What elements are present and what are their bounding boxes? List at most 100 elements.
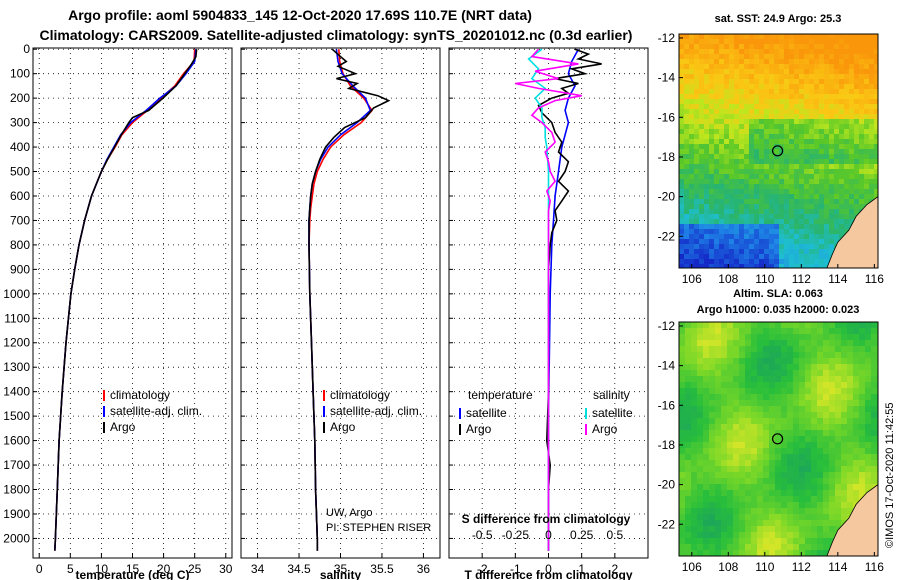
sla-ytick-label-1: -14 <box>658 359 676 373</box>
sla-cell <box>853 496 859 502</box>
sla-cell <box>799 454 805 460</box>
sst-cell <box>804 224 809 229</box>
sla-cell <box>799 424 805 430</box>
sla-cell <box>775 334 781 340</box>
sst-cell <box>754 159 759 164</box>
sst-cell <box>794 209 799 214</box>
sst-cell <box>714 34 719 39</box>
sst-cell <box>734 144 739 149</box>
sla-cell <box>721 520 727 526</box>
sst-cell <box>849 194 854 199</box>
sla-cell <box>691 352 697 358</box>
sla-cell <box>769 376 775 382</box>
sla-cell <box>715 526 721 532</box>
sla-cell <box>859 370 865 376</box>
sla-cell <box>679 466 685 472</box>
sst-cell <box>804 64 809 69</box>
sst-cell <box>819 214 824 219</box>
sst-cell <box>694 214 699 219</box>
sla-cell <box>859 412 865 418</box>
sst-cell <box>814 149 819 154</box>
sst-cell <box>749 139 754 144</box>
sst-cell <box>754 194 759 199</box>
sst-cell <box>699 94 704 99</box>
sla-cell <box>871 460 877 466</box>
sst-cell <box>824 104 829 109</box>
sst-cell <box>734 249 739 254</box>
sst-cell <box>809 219 814 224</box>
sst-cell <box>759 124 764 129</box>
sst-cell <box>794 259 799 264</box>
sla-cell <box>775 322 781 328</box>
sla-cell <box>697 478 703 484</box>
sst-cell <box>794 44 799 49</box>
sla-cell <box>727 394 733 400</box>
sla-cell <box>745 502 751 508</box>
sla-cell <box>733 364 739 370</box>
sla-cell <box>811 526 817 532</box>
sst-cell <box>824 189 829 194</box>
sst-cell <box>719 209 724 214</box>
sst-cell <box>864 139 869 144</box>
sla-cell <box>841 400 847 406</box>
sst-cell <box>819 39 824 44</box>
sst-cell <box>699 99 704 104</box>
sst-cell <box>704 234 709 239</box>
diff-line-s-satellite <box>527 48 550 551</box>
sla-cell <box>787 370 793 376</box>
sla-cell <box>757 442 763 448</box>
sst-cell <box>724 39 729 44</box>
sst-cell <box>729 34 734 39</box>
sst-cell <box>739 89 744 94</box>
sla-cell <box>751 394 757 400</box>
sst-cell <box>784 169 789 174</box>
sst-cell <box>844 99 849 104</box>
sst-cell <box>799 204 804 209</box>
sst-cell <box>764 234 769 239</box>
sla-cell <box>865 448 871 454</box>
sst-cell <box>754 184 759 189</box>
sst-cell <box>734 199 739 204</box>
sla-cell <box>763 520 769 526</box>
sla-cell <box>817 526 823 532</box>
sst-cell <box>679 129 684 134</box>
sst-cell <box>779 174 784 179</box>
sla-cell <box>781 322 787 328</box>
sst-cell <box>714 49 719 54</box>
sst-cell <box>744 94 749 99</box>
sst-cell <box>814 139 819 144</box>
depth-tick-label-13: 1300 <box>3 360 30 374</box>
sla-cell <box>817 376 823 382</box>
sst-cell <box>679 139 684 144</box>
sla-cell <box>787 484 793 490</box>
sst-cell <box>709 34 714 39</box>
sla-cell <box>763 532 769 538</box>
sst-cell <box>854 99 859 104</box>
sla-cell <box>787 466 793 472</box>
sla-cell <box>775 442 781 448</box>
sla-cell <box>727 370 733 376</box>
sst-cell <box>769 154 774 159</box>
sla-cell <box>859 490 865 496</box>
sst-cell <box>689 234 694 239</box>
sla-cell <box>775 466 781 472</box>
sla-cell <box>685 388 691 394</box>
sla-cell <box>685 340 691 346</box>
sla-cell <box>769 508 775 514</box>
sst-cell <box>844 159 849 164</box>
sla-cell <box>853 340 859 346</box>
sst-cell <box>804 164 809 169</box>
sla-cell <box>721 424 727 430</box>
sla-cell <box>703 508 709 514</box>
sst-cell <box>739 74 744 79</box>
sla-cell <box>811 322 817 328</box>
sla-cell <box>751 382 757 388</box>
sla-cell <box>787 496 793 502</box>
sst-cell <box>759 84 764 89</box>
sst-cell <box>859 134 864 139</box>
sst-cell <box>689 174 694 179</box>
sla-cell <box>817 370 823 376</box>
sla-cell <box>685 538 691 544</box>
sst-cell <box>799 54 804 59</box>
sst-cell <box>839 34 844 39</box>
